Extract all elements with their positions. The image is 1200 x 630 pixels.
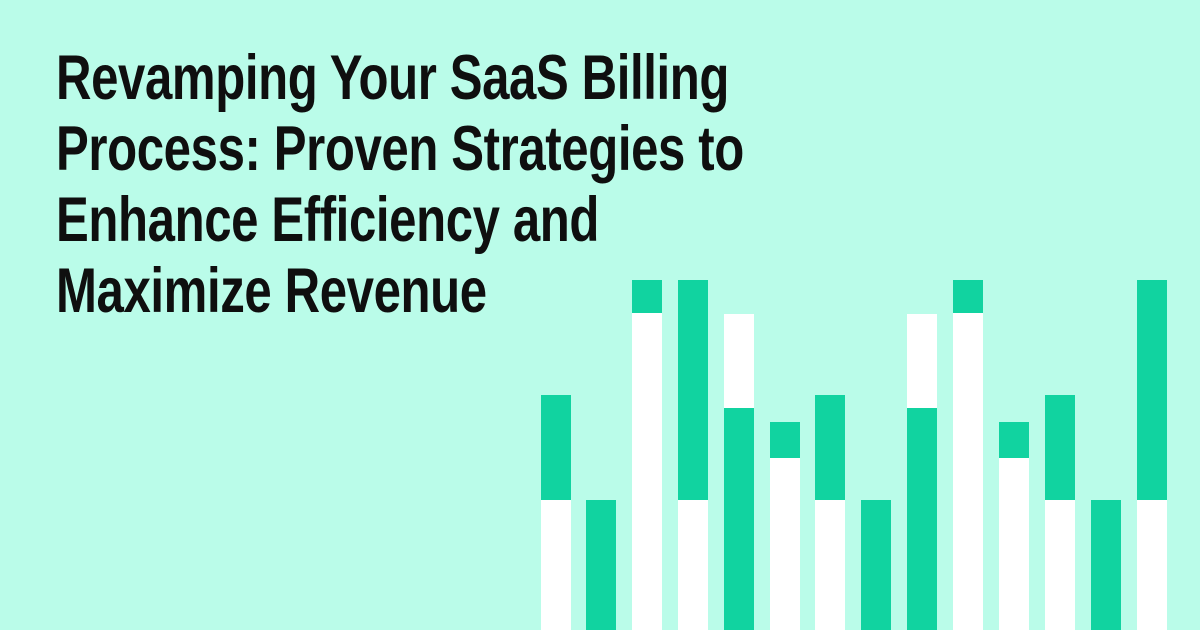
page-title: Revamping Your SaaS Billing Process: Pro… [56,43,938,327]
decorative-bar [724,0,754,630]
decorative-bar [770,0,800,630]
bar-segment-white [1137,500,1167,630]
bar-segment-white [678,500,708,630]
decorative-bar [541,0,571,630]
bar-segment-green [999,422,1029,458]
title-line-1: Revamping Your SaaS Billing [56,43,730,113]
bar-segment-green [953,280,983,313]
decorative-bar [1137,0,1167,630]
title-line-3: Enhance Efficiency and [56,185,600,255]
bar-segment-white [907,314,937,408]
bar-segment-green [770,422,800,458]
title-line-2: Process: Proven Strategies to [56,114,744,184]
decorative-bar [1091,0,1121,630]
decorative-bar [632,0,662,630]
decorative-bar [999,0,1029,630]
bar-segment-green [541,395,571,500]
bar-segment-white [953,313,983,630]
bar-segment-green [1137,280,1167,500]
decorative-bar [586,0,616,630]
bar-segment-green [724,408,754,630]
bar-segment-green [1045,395,1075,500]
decorative-bar [1045,0,1075,630]
bar-segment-white [770,458,800,630]
bar-segment-white [632,313,662,630]
bar-segment-white [541,500,571,630]
decorative-bar [953,0,983,630]
bar-segment-green [861,500,891,630]
bar-segment-white [999,458,1029,630]
decorative-bar [861,0,891,630]
decorative-bar [907,0,937,630]
decorative-bar [678,0,708,630]
bar-segment-green [632,280,662,313]
bar-segment-green [815,395,845,500]
title-line-4: Maximize Revenue [56,256,487,326]
bar-segment-green [907,408,937,630]
decorative-bar [815,0,845,630]
bar-segment-green [678,280,708,500]
bar-segment-green [1091,500,1121,630]
bar-segment-white [815,500,845,630]
bar-segment-green [586,500,616,630]
bar-segment-white [724,314,754,408]
bar-segment-white [1045,500,1075,630]
